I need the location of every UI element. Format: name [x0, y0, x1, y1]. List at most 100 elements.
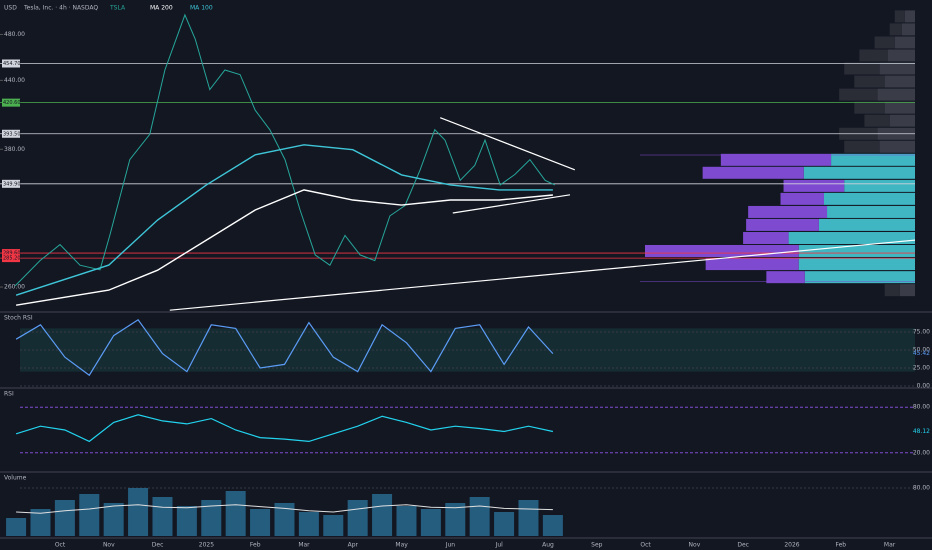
profile-buy [854, 101, 885, 114]
level-label: 454.70 [3, 61, 21, 67]
x-tick-label: 2026 [784, 542, 799, 549]
legend-entry: TSLA [109, 5, 126, 12]
profile-sell [788, 232, 915, 245]
level-tag [2, 59, 20, 68]
chart-title: Tesla, Inc. · 4h · NASDAQ [23, 5, 98, 12]
x-tick-label: Feb [250, 542, 261, 549]
histogram-bar [274, 503, 295, 536]
x-tick-label: May [395, 542, 408, 549]
histogram-bar [103, 503, 124, 536]
rsi-line [15, 414, 554, 443]
histogram-bar [54, 500, 75, 536]
histogram-bar [176, 506, 197, 536]
x-tick-label: Nov [103, 542, 115, 549]
x-tick-label: Oct [640, 542, 651, 549]
legend-entry: MA 200 [150, 5, 173, 12]
trendline [439, 117, 576, 171]
y-tick-label: 380.00 [4, 146, 25, 153]
level-label: 420.60 [3, 100, 21, 106]
histogram-bar [542, 515, 563, 536]
histogram-bar [152, 497, 173, 536]
x-tick-label: Mar [884, 542, 896, 549]
profile-sell [798, 258, 915, 271]
level-tag [2, 129, 20, 138]
profile-sell [827, 205, 915, 218]
profile-sell [901, 23, 915, 36]
profile-buy [645, 244, 799, 257]
histogram-bar [201, 500, 222, 536]
profile-sell [831, 153, 915, 166]
profile-buy [874, 36, 895, 49]
series-line [14, 13, 556, 287]
histogram-bar [469, 497, 490, 536]
y-tick-label: 50.00 [913, 347, 930, 354]
histogram-bar [6, 518, 27, 536]
profile-buy [889, 23, 902, 36]
profile-buy [844, 140, 880, 153]
level-tag [2, 179, 20, 188]
profile-buy [720, 153, 832, 166]
histogram-bar [372, 494, 393, 536]
level-label: 393.50 [3, 131, 21, 137]
y-tick-label: 80.00 [913, 404, 930, 411]
level-label: 349.90 [3, 181, 21, 187]
profile-buy [702, 166, 804, 179]
profile-sell [798, 244, 915, 257]
x-tick-label: Dec [737, 542, 749, 549]
histogram-bar [518, 500, 539, 536]
profile-buy [859, 49, 888, 62]
trendline [452, 194, 571, 214]
x-tick-label: Jul [495, 542, 504, 549]
profile-buy [854, 75, 885, 88]
profile-sell [894, 36, 915, 49]
legend-entry: MA 100 [190, 5, 213, 12]
x-tick-label: 2025 [199, 542, 214, 549]
histogram-bar [494, 512, 515, 536]
profile-sell [884, 75, 915, 88]
profile-sell [844, 179, 915, 192]
profile-buy [766, 271, 805, 284]
x-tick-label: Jun [445, 542, 456, 549]
profile-buy [746, 218, 819, 231]
stoch-name: Stoch RSI [4, 315, 33, 322]
histogram-bar [420, 509, 441, 536]
profile-sell [879, 62, 915, 75]
profile-sell [904, 10, 915, 23]
y-tick-label: 20.00 [913, 449, 930, 456]
histogram-bar [298, 512, 319, 536]
rsi-name: RSI [4, 391, 14, 398]
profile-buy [783, 179, 845, 192]
profile-buy [780, 192, 824, 205]
profile-buy [844, 62, 880, 75]
x-tick-label: Sep [591, 542, 603, 549]
x-tick-label: Feb [835, 542, 846, 549]
y-tick-label: 25.00 [913, 365, 930, 372]
profile-sell [884, 101, 915, 114]
x-tick-label: Oct [55, 542, 66, 549]
profile-buy [864, 114, 890, 127]
histogram-bar [396, 506, 417, 536]
histogram-bar [250, 509, 271, 536]
y-tick-label: 480.00 [4, 31, 25, 38]
profile-sell [803, 166, 915, 179]
profile-buy [839, 88, 878, 101]
profile-sell [879, 140, 915, 153]
histogram-bar [323, 515, 344, 536]
profile-sell [899, 284, 915, 297]
profile-sell [823, 192, 915, 205]
currency: USD [4, 5, 17, 12]
y-tick-label: 260.00 [4, 284, 25, 291]
profile-sell [804, 271, 915, 284]
level-tag [2, 249, 20, 258]
level-label: 289.60 [3, 251, 21, 257]
histogram-bar [128, 488, 149, 536]
level-tag [2, 98, 20, 107]
series-line [15, 144, 553, 296]
profile-sell [818, 218, 915, 231]
series-line [15, 189, 553, 306]
profile-sell [877, 88, 915, 101]
trendline [169, 239, 916, 311]
level-label: 285.20 [3, 256, 21, 262]
profile-buy [884, 284, 900, 297]
histogram-line [16, 504, 553, 514]
